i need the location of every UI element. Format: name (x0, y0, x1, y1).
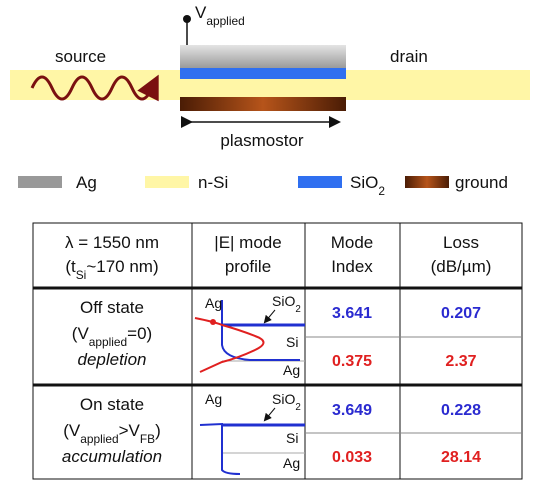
text-part: Si (286, 334, 298, 350)
sio2-layer (180, 68, 346, 79)
profile-label: SiO2 (272, 391, 301, 413)
text-part: SiO (272, 391, 295, 407)
text-part: (t (65, 257, 76, 276)
profile-label: Si (286, 430, 298, 446)
text-part: ) (155, 421, 161, 440)
text-part: |E| mode (214, 233, 281, 252)
text-part: Ag (283, 362, 300, 378)
profile-label: Si (286, 334, 298, 350)
header-cell: profile (225, 257, 271, 276)
source-label: source (55, 47, 106, 66)
ground-layer (180, 97, 346, 111)
loss: 28.14 (441, 449, 481, 466)
header-cell: Mode (331, 233, 374, 252)
text-part: n-Si (198, 173, 228, 192)
header-cell: Index (331, 257, 373, 276)
profile-label: Ag (283, 362, 300, 378)
mode-index: 3.641 (332, 305, 372, 322)
text-part: >V (119, 421, 141, 440)
text-part: Loss (443, 233, 479, 252)
subscript: Si (76, 268, 87, 282)
header-cell: Loss (443, 233, 479, 252)
text-part: ground (455, 173, 508, 192)
profile-label: Ag (205, 391, 222, 407)
light-wave (30, 74, 159, 102)
text-part: Ag (283, 455, 300, 471)
subscript: applied (80, 432, 118, 446)
legend-label: ground (455, 173, 508, 192)
header-cell: |E| mode (214, 233, 281, 252)
text-part: ~170 nm) (86, 257, 158, 276)
text-part: SiO (350, 173, 378, 192)
legend-swatch (298, 176, 342, 188)
subscript: applied (206, 14, 244, 28)
mode-profile (194, 300, 305, 475)
text-part: Si (286, 430, 298, 446)
loss: 0.207 (441, 305, 481, 322)
state-cell: Off state (80, 298, 144, 317)
legend-swatch (405, 176, 449, 188)
subscript: applied (89, 335, 127, 349)
text-part: Ag (76, 173, 97, 192)
legend-label: Ag (76, 173, 97, 192)
mode-index: 0.375 (332, 353, 372, 370)
text-part: Ag (205, 391, 222, 407)
text-part: SiO (272, 293, 295, 309)
text-part: profile (225, 257, 271, 276)
ag-layer (180, 45, 346, 68)
state-cell: (Vapplied>VFB) (63, 421, 161, 446)
text-part: (dB/µm) (431, 257, 492, 276)
legend-label: n-Si (198, 173, 228, 192)
text-part: V (195, 3, 207, 22)
text-part: (V (72, 324, 90, 343)
subscript: 2 (295, 402, 300, 413)
loss: 0.228 (441, 402, 481, 419)
state-cell: (Vapplied=0) (72, 324, 152, 349)
profile-label: Ag (283, 455, 300, 471)
mode-index: 3.649 (332, 402, 372, 419)
profile-label: Ag (205, 295, 222, 311)
text-part: =0) (127, 324, 152, 343)
header-cell: (dB/µm) (431, 257, 492, 276)
subscript: 2 (295, 304, 300, 315)
legend-label: SiO2 (350, 173, 385, 198)
text-part: λ = 1550 nm (65, 233, 159, 252)
text-part: Mode (331, 233, 374, 252)
state-cell: depletion (77, 350, 146, 369)
mode-index: 0.033 (332, 449, 372, 466)
legend-swatch (18, 176, 62, 188)
text-part: depletion (77, 350, 146, 369)
text-part: accumulation (62, 447, 162, 466)
state-cell: On state (80, 395, 144, 414)
subscript: FB (140, 432, 155, 446)
device-label: plasmostor (220, 131, 303, 150)
drain-label: drain (390, 47, 428, 66)
text-part: Index (331, 257, 373, 276)
legend-swatch (145, 176, 189, 188)
header-cell: λ = 1550 nm (65, 233, 159, 252)
text-part: On state (80, 395, 144, 414)
text-part: (V (63, 421, 81, 440)
header-cell: (tSi~170 nm) (65, 257, 158, 282)
state-cell: accumulation (62, 447, 162, 466)
profile-label: SiO2 (272, 293, 301, 315)
voltage-label: Vapplied (195, 3, 245, 28)
table-grid (32, 222, 523, 480)
subscript: 2 (378, 184, 385, 198)
text-part: Ag (205, 295, 222, 311)
loss: 2.37 (445, 353, 476, 370)
text-part: Off state (80, 298, 144, 317)
